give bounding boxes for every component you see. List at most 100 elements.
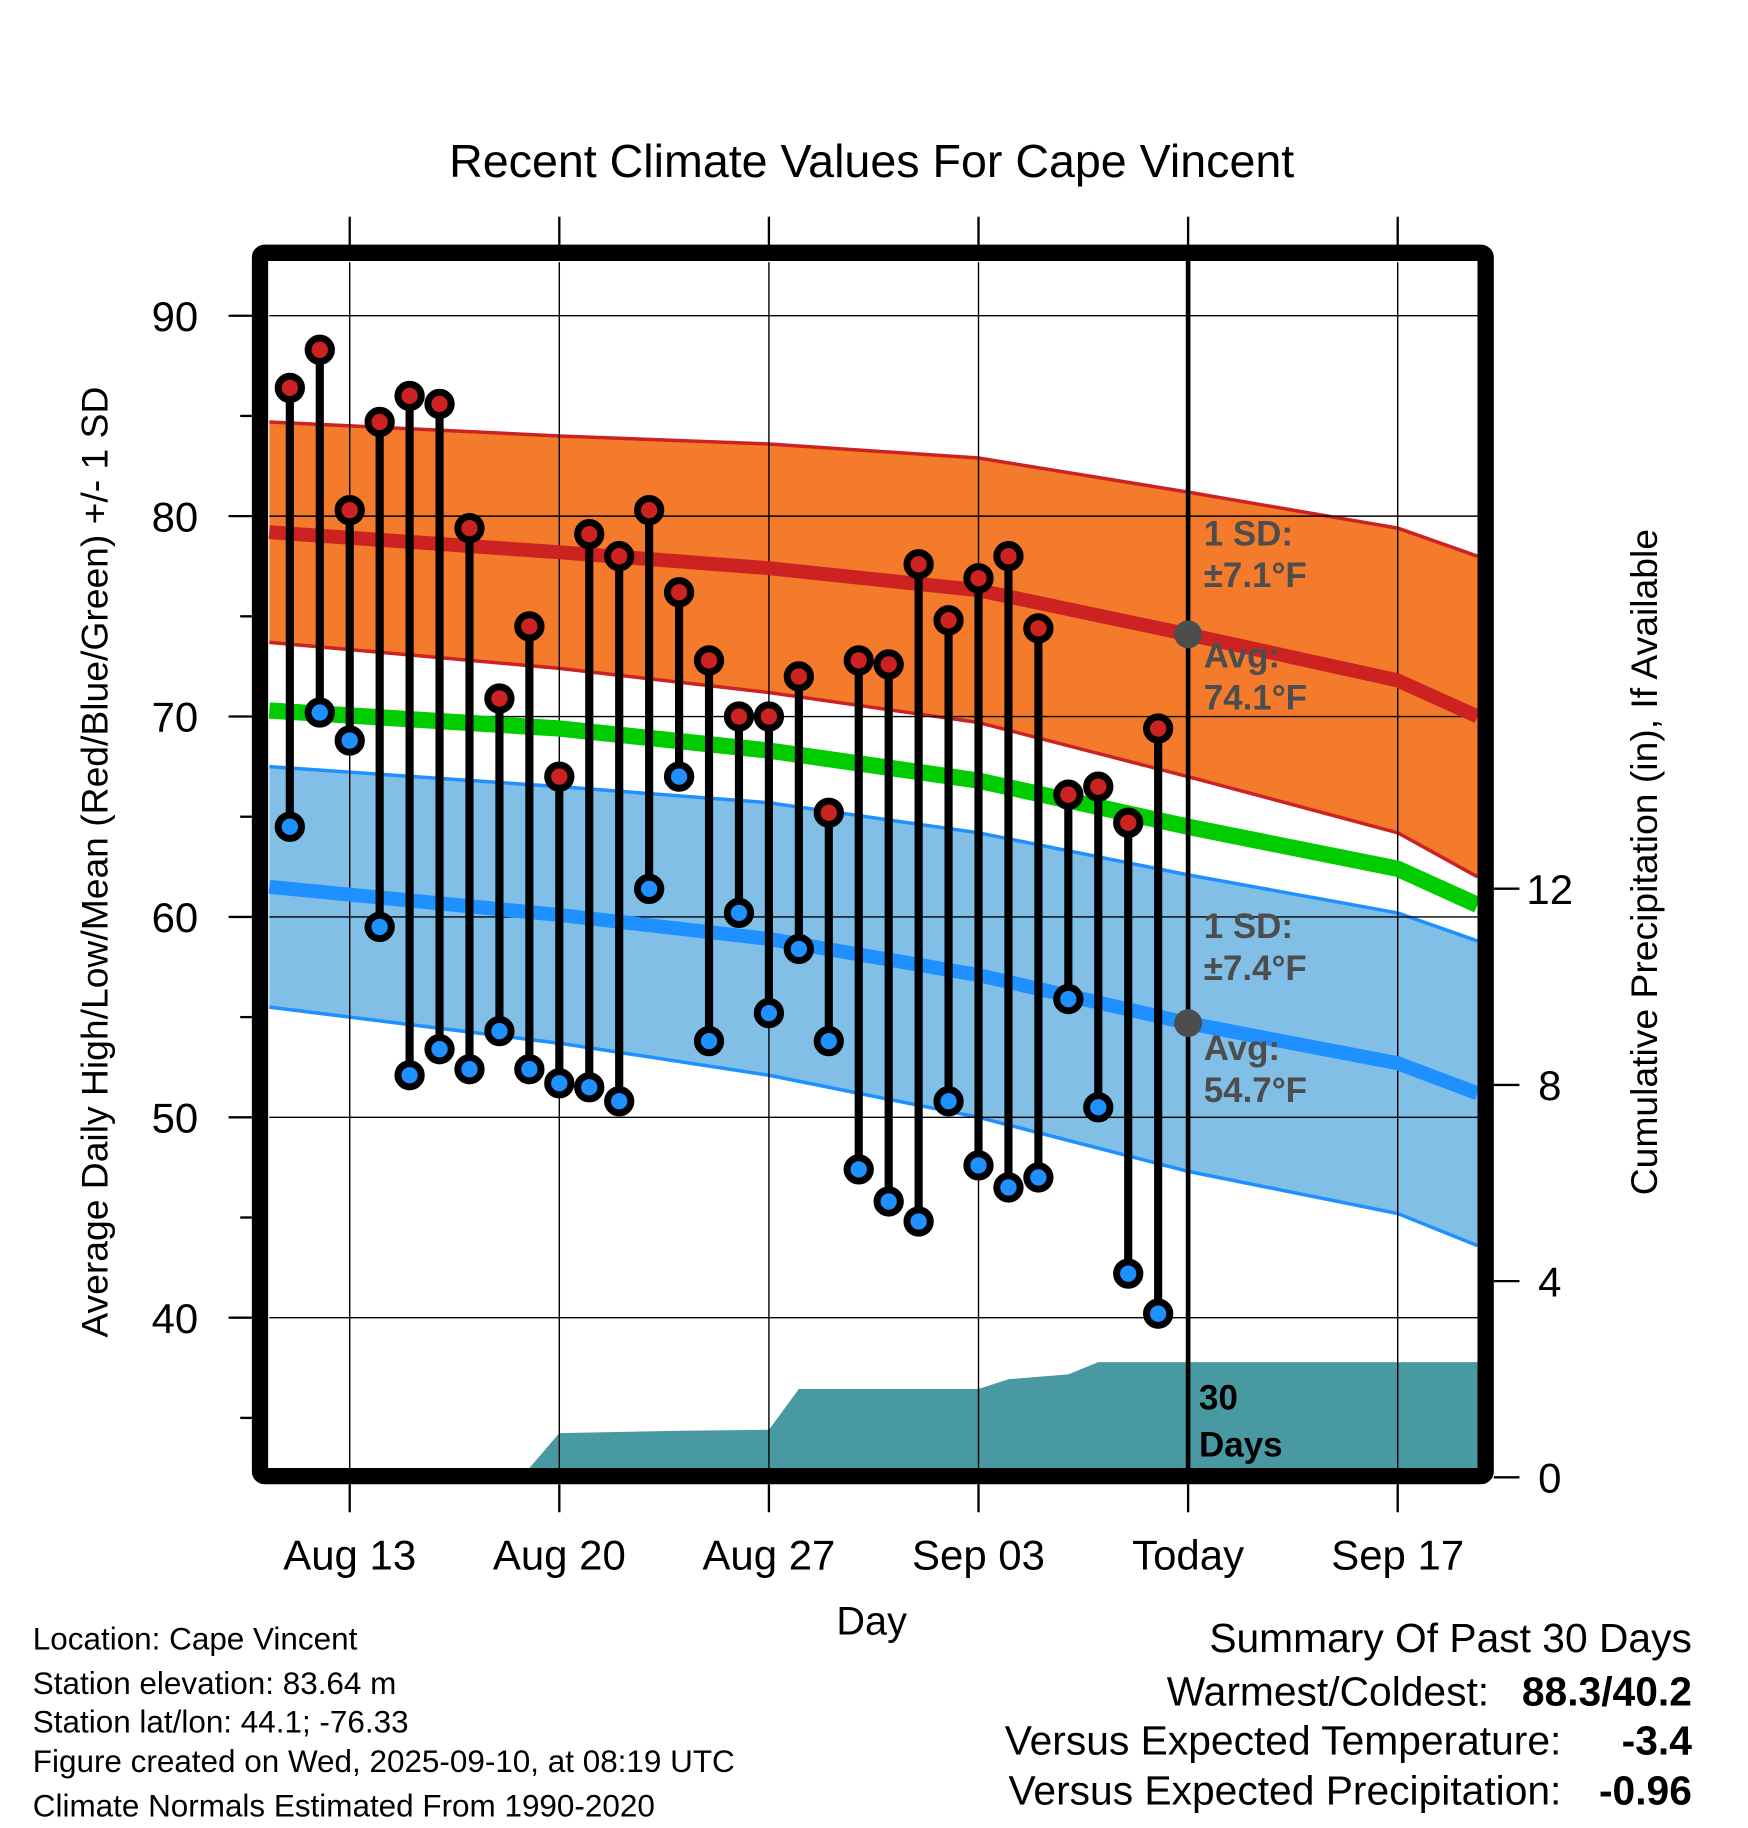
days-label: Days xyxy=(1199,1425,1283,1464)
daily-low-point xyxy=(723,897,755,929)
temp-vs-expected-label: Versus Expected Temperature: xyxy=(1005,1718,1562,1764)
daily-high-point xyxy=(843,645,874,676)
x-tick-label: Aug 20 xyxy=(493,1531,626,1578)
elevation-text: Station elevation: 83.64 m xyxy=(33,1666,397,1701)
daily-low-point xyxy=(604,1086,635,1117)
y-tick-label: 60 xyxy=(152,894,199,941)
daily-low-point xyxy=(1053,983,1084,1015)
daily-low-point xyxy=(633,873,665,905)
axes: 40 50 60 70 80 90 0 4 8 12 Aug 13 Aug 20 Aug 27 Sep 0… xyxy=(152,216,1573,1578)
daily-low-point xyxy=(334,725,365,756)
daily-low-point xyxy=(454,1054,485,1085)
daily-low-point xyxy=(903,1206,934,1237)
y-axis-right-label: Cumulative Precipitation (in), If Availa… xyxy=(1623,529,1665,1195)
station-info: Location: Cape Vincent Station elevation… xyxy=(33,1622,735,1824)
cumulative-precip-area xyxy=(269,1362,1478,1468)
daily-high-point xyxy=(933,605,964,636)
chart-title: Recent Climate Values For Cape Vincent xyxy=(449,135,1294,187)
daily-high-point xyxy=(574,519,605,550)
daily-low-point xyxy=(963,1150,994,1181)
daily-low-point xyxy=(424,1034,455,1065)
low-avg-label: Avg: xyxy=(1204,1029,1280,1068)
daily-low-point xyxy=(1113,1258,1144,1289)
daily-low-point xyxy=(933,1086,964,1117)
summary: Summary Of Past 30 Days Warmest/Coldest:… xyxy=(1005,1615,1692,1814)
daily-high-point xyxy=(723,701,755,732)
daily-low-point xyxy=(843,1154,874,1185)
daily-low-point xyxy=(394,1060,425,1091)
y-right-tick-label: 12 xyxy=(1526,866,1573,913)
daily-high-point xyxy=(604,541,635,572)
daily-low-point xyxy=(574,1072,605,1103)
daily-points xyxy=(274,334,1174,1329)
daily-low-point xyxy=(1083,1092,1114,1123)
x-tick-label: Sep 03 xyxy=(912,1531,1045,1578)
high-avg-value: 74.1°F xyxy=(1204,679,1307,718)
warmest-coldest-label: Warmest/Coldest: xyxy=(1167,1669,1489,1715)
daily-high-point xyxy=(1143,713,1174,744)
daily-high-point xyxy=(544,761,575,792)
daily-low-point xyxy=(1023,1162,1054,1193)
daily-low-point xyxy=(544,1068,575,1099)
daily-high-point xyxy=(783,661,814,692)
daily-low-point xyxy=(873,1186,904,1217)
summary-title: Summary Of Past 30 Days xyxy=(1209,1615,1692,1661)
y-tick-label: 80 xyxy=(152,493,199,540)
daily-high-point xyxy=(454,513,485,544)
x-axis-label: Day xyxy=(836,1600,907,1644)
daily-high-point xyxy=(693,645,725,676)
precipitation-area xyxy=(269,1362,1478,1468)
daily-high-point xyxy=(364,406,395,438)
high-avg-label: Avg: xyxy=(1204,637,1280,676)
y-tick-label: 40 xyxy=(152,1295,199,1342)
daily-low-point xyxy=(663,761,695,792)
high-sd-band xyxy=(269,421,1478,877)
daily-low-point xyxy=(993,1172,1024,1203)
days-count: 30 xyxy=(1199,1379,1238,1418)
low-avg-value: 54.7°F xyxy=(1204,1071,1307,1110)
daily-high-point xyxy=(633,494,665,526)
daily-high-point xyxy=(903,549,934,580)
daily-high-point xyxy=(753,701,785,732)
precip-vs-expected-label: Versus Expected Precipitation: xyxy=(1008,1768,1561,1814)
daily-high-point xyxy=(963,563,994,594)
daily-low-point xyxy=(514,1054,545,1085)
daily-low-point xyxy=(693,1026,725,1057)
daily-high-point xyxy=(394,380,425,412)
y-tick-label: 70 xyxy=(152,694,199,741)
high-sd-label: 1 SD: xyxy=(1204,514,1293,553)
x-tick-label: Today xyxy=(1132,1531,1244,1578)
latlon-text: Station lat/lon: 44.1; -76.33 xyxy=(33,1704,409,1739)
normals-text: Climate Normals Estimated From 1990-2020 xyxy=(33,1788,655,1823)
today-high-avg-marker xyxy=(1174,620,1203,649)
daily-low-point xyxy=(753,997,785,1029)
daily-low-point xyxy=(813,1026,844,1057)
created-text: Figure created on Wed, 2025-09-10, at 08… xyxy=(33,1744,735,1779)
temp-vs-expected-value: -3.4 xyxy=(1622,1718,1693,1764)
daily-range-stems xyxy=(285,349,1163,1314)
warmest-coldest-value: 88.3/40.2 xyxy=(1522,1669,1692,1715)
daily-low-point xyxy=(783,933,814,965)
daily-high-point xyxy=(274,372,305,404)
y-tick-label: 50 xyxy=(152,1094,199,1141)
daily-high-point xyxy=(813,797,844,828)
daily-low-point xyxy=(364,911,395,943)
daily-high-point xyxy=(1083,771,1114,802)
x-tick-label: Sep 17 xyxy=(1331,1531,1464,1578)
x-tick-label: Aug 27 xyxy=(702,1531,835,1578)
daily-high-point xyxy=(873,649,904,680)
low-sd-band xyxy=(269,766,1478,1246)
y-tick-label: 90 xyxy=(152,293,199,340)
precip-vs-expected-value: -0.96 xyxy=(1599,1768,1692,1814)
daily-low-point xyxy=(484,1015,515,1047)
daily-low-point xyxy=(1143,1298,1174,1329)
daily-high-point xyxy=(1113,807,1144,838)
x-tick-label: Aug 13 xyxy=(283,1531,416,1578)
daily-high-point xyxy=(484,683,515,714)
daily-low-point xyxy=(274,811,305,842)
daily-high-point xyxy=(663,577,695,608)
plot-frame xyxy=(251,244,1494,1485)
today-low-avg-marker xyxy=(1174,1009,1203,1038)
daily-high-point xyxy=(334,494,365,526)
